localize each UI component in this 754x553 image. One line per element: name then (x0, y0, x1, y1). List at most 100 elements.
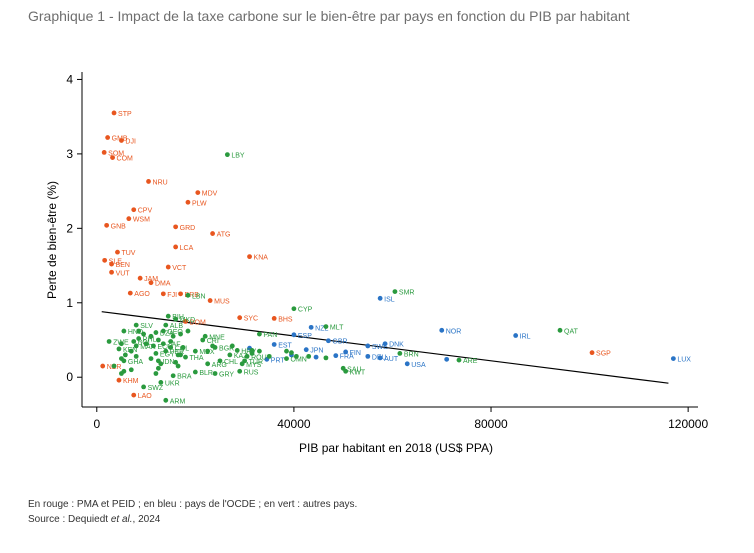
point-label: MDV (202, 191, 218, 198)
data-point (106, 339, 112, 344)
data-point (237, 368, 243, 374)
data-point (155, 365, 161, 371)
point-label: MNE (209, 334, 225, 341)
data-point (136, 336, 142, 341)
point-label: CRI (207, 338, 219, 345)
point-label: MKD (180, 317, 196, 324)
data-point (239, 361, 245, 367)
data-point (173, 316, 179, 322)
data-point (131, 207, 137, 213)
data-point (153, 330, 159, 335)
point-label: USA (411, 362, 426, 369)
point-label: ECU (157, 344, 172, 351)
point-label: KAZ (234, 353, 248, 360)
point-label: SLE (109, 258, 123, 265)
point-label: EST (278, 342, 292, 349)
data-point (165, 264, 171, 270)
data-point (271, 316, 277, 321)
data-point (168, 339, 174, 344)
point-label: TUR (249, 359, 263, 366)
x-tick-label: 80000 (474, 417, 508, 431)
data-point (439, 327, 445, 333)
point-label: DOM (189, 319, 206, 326)
data-point (303, 347, 309, 353)
point-label: DJI (125, 138, 136, 145)
data-point (143, 341, 149, 347)
data-point (313, 354, 319, 360)
data-point (119, 341, 124, 347)
data-point (119, 356, 124, 362)
point-label: GHA (128, 359, 144, 366)
point-label: BRA (177, 374, 192, 381)
point-label: HND (128, 329, 143, 336)
data-point (100, 363, 106, 369)
data-point (175, 363, 181, 369)
data-point (589, 350, 595, 356)
data-point (293, 353, 299, 359)
point-label: DNK (389, 342, 404, 349)
data-point (237, 315, 243, 321)
point-label: PRT (271, 357, 286, 364)
data-point (104, 222, 110, 228)
data-point (148, 333, 154, 339)
data-point (224, 152, 230, 158)
data-point (234, 348, 240, 353)
data-point (173, 224, 179, 230)
data-point (192, 369, 198, 375)
point-label: MUS (214, 299, 230, 306)
point-label: GRD (180, 225, 196, 232)
data-point (111, 363, 117, 369)
point-label: ISL (384, 296, 395, 303)
point-label: BIH (172, 314, 184, 321)
point-label: BHS (278, 316, 293, 323)
point-label: BRN (404, 351, 419, 358)
data-point (323, 355, 329, 361)
data-point (306, 353, 312, 359)
data-point (116, 346, 122, 352)
point-label: ARE (463, 358, 478, 365)
data-point (249, 348, 255, 353)
y-tick-label: 4 (66, 72, 73, 86)
data-point (127, 290, 133, 296)
data-point (119, 138, 124, 143)
data-point (148, 356, 154, 362)
point-label: PAN (263, 332, 277, 339)
point-label: SGP (596, 351, 611, 358)
data-point (133, 343, 139, 349)
data-point (137, 275, 143, 281)
data-point (109, 269, 114, 275)
data-point (670, 356, 676, 362)
point-label: OMN (291, 357, 307, 364)
point-label: FIN (350, 350, 361, 357)
point-label: GEO (167, 329, 183, 336)
data-point (121, 328, 127, 334)
point-label: VCT (172, 265, 187, 272)
data-point (205, 361, 211, 367)
data-point (178, 331, 183, 337)
point-label: NZL (315, 325, 328, 332)
point-label: HRV (241, 348, 256, 355)
data-point (257, 348, 262, 354)
data-point (210, 343, 215, 349)
data-point (119, 371, 124, 376)
data-point (133, 322, 139, 328)
data-point (244, 353, 250, 359)
data-point (110, 155, 115, 161)
data-point (155, 337, 161, 343)
data-point (326, 338, 331, 344)
point-label: JAM (144, 276, 158, 283)
data-point (160, 328, 166, 334)
y-tick-label: 2 (66, 221, 73, 235)
data-point (163, 322, 169, 328)
point-label: ZAF (167, 342, 180, 349)
chart-title: Graphique 1 - Impact de la taxe carbone … (28, 8, 630, 24)
data-point (136, 328, 142, 334)
data-point (291, 306, 297, 312)
point-label: SMR (399, 290, 415, 297)
point-label: ARM (170, 398, 186, 405)
data-point (151, 343, 156, 349)
data-point (141, 331, 147, 337)
data-point (101, 150, 107, 155)
data-point (160, 291, 166, 297)
